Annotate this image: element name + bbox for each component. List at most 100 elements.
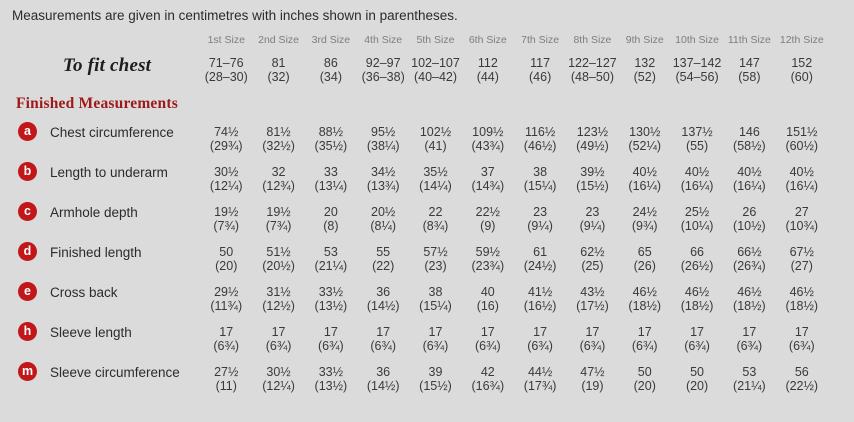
cm-value: 40½ [737,165,762,179]
value-cell: 39½ (15½) [566,153,618,193]
inch-value: (17½) [576,299,609,313]
inch-value: (10¾) [785,219,819,233]
cm-value: 122–127 [568,56,617,70]
cm-value: 66½ [737,245,762,259]
value-cell: 44½ (17¾) [514,353,566,393]
value-cell: 40½ (16¼) [723,153,775,193]
inch-value: (6¾) [579,339,606,353]
inch-value: (19) [581,379,604,393]
cm-value: 30½ [266,365,291,379]
value-cell: 123½ (49½) [566,113,618,153]
inch-value: (13¾) [366,179,400,193]
value-cell: 20 (8) [305,193,357,233]
inch-value: (10½) [733,219,766,233]
cm-value: 55 [376,245,391,259]
cm-value: 40 [480,285,495,299]
value-cell: 66 (26½) [671,233,723,273]
inch-value: (35½) [314,139,348,153]
row-label-wrap: h Sleeve length [18,322,200,341]
inch-value: (24½) [523,259,557,273]
cm-value: 102–107 [411,56,460,70]
inch-value: (40–42) [413,70,458,84]
cm-value: 23 [533,205,548,219]
value-cell: 42 (16¾) [462,353,514,393]
value-cell: 56 (22½) [776,353,828,393]
cm-value: 27 [794,205,809,219]
cm-value: 40½ [684,165,710,179]
cm-value: 29½ [214,285,239,299]
value-cell: 46½ (18½) [723,273,775,313]
value-cell: 29½ (11¾) [200,273,252,313]
cm-value: 132 [634,56,656,70]
badge-a: a [18,122,37,141]
to-fit-chest-value-cell: 147 (58) [723,46,775,84]
inch-value: (36–38) [361,70,405,84]
row-label: Length to underarm [50,164,168,180]
intro-text: Measurements are given in centimetres wi… [12,8,458,23]
value-cell: 59½ (23¾) [462,233,514,273]
value-cell: 17 (6¾) [357,313,409,353]
value-cell: 146 (58½) [723,113,775,153]
cm-value: 66 [690,245,705,259]
measurement-row: b Length to underarm 30½ (12¼) 32 (12¾) 33 (13¼… [14,153,828,193]
value-cell: 50 (20) [619,353,671,393]
size-header: 7th Size [521,34,560,46]
to-fit-chest-label: To fit chest [62,55,152,76]
badge-h: h [18,322,37,341]
cm-value: 146 [738,125,760,139]
to-fit-chest-value-cell: 92–97 (36–38) [357,46,409,84]
value-cell: 55 (22) [357,233,409,273]
cm-value: 33½ [318,285,344,299]
inch-value: (16¼) [628,179,662,193]
measurement-label-cell: h Sleeve length [14,313,200,353]
row-label: Armhole depth [50,204,138,220]
size-header-row: 1st Size 2nd Size 3rd Size 4th Size 5th Size… [14,25,828,46]
inch-value: (12¾) [262,179,295,193]
size-header: 4th Size [364,34,403,46]
cm-value: 61 [533,245,548,259]
inch-value: (6¾) [684,339,710,353]
inch-value: (9¼) [527,219,553,233]
cm-value: 40½ [789,165,814,179]
cm-value: 38 [428,285,443,299]
inch-value: (6¾) [318,339,344,353]
inch-value: (58½) [733,139,766,153]
inch-value: (58) [738,70,761,84]
cm-value: 117 [530,56,551,70]
row-label-wrap: c Armhole depth [18,202,200,221]
measurement-label-cell: a Chest circumference [14,113,200,153]
to-fit-chest-value-cell: 137–142 (54–56) [671,46,723,84]
cm-value: 22 [428,205,443,219]
inch-value: (54–56) [675,70,719,84]
measurement-row: h Sleeve length 17 (6¾) 17 (6¾) 17 (6¾) 17 (6¾) 17… [14,313,828,353]
value-cell: 46½ (18½) [619,273,671,313]
to-fit-chest-row: To fit chest 71–76 (28–30) 81 (32) 86 (34) 92–… [14,46,828,84]
value-cell: 62½ (25) [566,233,618,273]
inch-value: (7¾) [265,219,292,233]
inch-value: (23¾) [471,259,505,273]
measurement-label-cell: d Finished length [14,233,200,273]
cm-value: 43½ [580,285,605,299]
cm-value: 19½ [266,205,291,219]
inch-value: (9¾) [631,219,658,233]
row-label: Finished length [50,244,142,260]
inch-value: (21¼) [733,379,766,393]
value-cell: 19½ (7¾) [200,193,252,233]
cm-value: 23 [585,205,600,219]
cm-value: 17 [533,325,548,339]
value-cell: 116½ (46½) [514,113,566,153]
value-cell: 30½ (12¼) [252,353,304,393]
size-chart-table: 1st Size 2nd Size 3rd Size 4th Size 5th Size… [14,25,828,393]
size-header-spacer [14,25,200,46]
inch-value: (15¼) [523,179,557,193]
cm-value: 32 [271,165,286,179]
row-label: Chest circumference [50,124,174,140]
cm-value: 41½ [527,285,553,299]
value-cell: 17 (6¾) [619,313,671,353]
measurement-label-cell: b Length to underarm [14,153,200,193]
inch-value: (46) [529,70,552,84]
inch-value: (6¾) [631,339,658,353]
value-cell: 40 (16) [462,273,514,313]
value-cell: 43½ (17½) [566,273,618,313]
inch-value: (17¾) [523,379,557,393]
